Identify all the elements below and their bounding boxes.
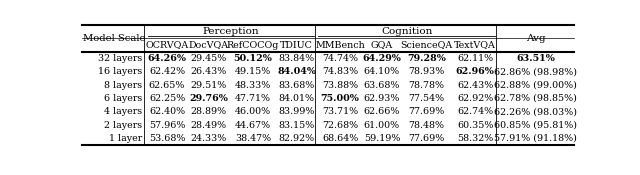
Text: MMBench: MMBench [315, 41, 365, 50]
Text: 77.54%: 77.54% [408, 94, 445, 103]
Text: OCRVQA: OCRVQA [145, 41, 189, 50]
Text: TDIUC: TDIUC [280, 41, 313, 50]
Text: 28.49%: 28.49% [191, 121, 227, 130]
Text: 78.78%: 78.78% [408, 80, 444, 90]
Text: 78.48%: 78.48% [408, 121, 444, 130]
Text: 2 layers: 2 layers [104, 121, 142, 130]
Text: 28.89%: 28.89% [191, 107, 227, 116]
Text: 62.78% (98.85%): 62.78% (98.85%) [494, 94, 577, 103]
Text: 77.69%: 77.69% [408, 134, 445, 143]
Text: GQA: GQA [371, 41, 393, 50]
Text: 62.65%: 62.65% [149, 80, 185, 90]
Text: 62.88% (99.00%): 62.88% (99.00%) [494, 80, 577, 90]
Text: 79.28%: 79.28% [407, 54, 446, 63]
Text: 64.10%: 64.10% [364, 67, 400, 76]
Text: 73.71%: 73.71% [322, 107, 358, 116]
Text: 4 layers: 4 layers [104, 107, 142, 116]
Text: Avg: Avg [525, 34, 545, 43]
Text: 62.40%: 62.40% [149, 107, 185, 116]
Text: 72.68%: 72.68% [322, 121, 358, 130]
Text: 82.92%: 82.92% [278, 134, 315, 143]
Text: 83.68%: 83.68% [278, 80, 315, 90]
Text: DocVQA: DocVQA [189, 41, 228, 50]
Text: 62.96%: 62.96% [456, 67, 495, 76]
Text: 38.47%: 38.47% [235, 134, 271, 143]
Text: 83.99%: 83.99% [278, 107, 315, 116]
Text: TextVQA: TextVQA [454, 41, 496, 50]
Text: 62.92%: 62.92% [457, 94, 493, 103]
Text: 8 layers: 8 layers [104, 80, 142, 90]
Text: 63.68%: 63.68% [364, 80, 400, 90]
Text: 74.74%: 74.74% [322, 54, 358, 63]
Text: 77.69%: 77.69% [408, 107, 445, 116]
Text: 62.74%: 62.74% [457, 107, 493, 116]
Text: 48.33%: 48.33% [235, 80, 271, 90]
Text: 49.15%: 49.15% [235, 67, 271, 76]
Text: RefCOCOg: RefCOCOg [227, 41, 279, 50]
Text: 75.00%: 75.00% [321, 94, 360, 103]
Text: Perception: Perception [202, 27, 259, 36]
Text: Model Scale: Model Scale [83, 34, 145, 43]
Text: 63.51%: 63.51% [516, 54, 555, 63]
Text: 1 layer: 1 layer [109, 134, 142, 143]
Text: 29.51%: 29.51% [191, 80, 227, 90]
Text: 44.67%: 44.67% [235, 121, 271, 130]
Text: 62.26% (98.03%): 62.26% (98.03%) [494, 107, 577, 116]
Text: 62.86% (98.98%): 62.86% (98.98%) [494, 67, 577, 76]
Text: 47.71%: 47.71% [235, 94, 271, 103]
Text: 60.35%: 60.35% [457, 121, 493, 130]
Text: 83.15%: 83.15% [278, 121, 315, 130]
Text: 74.83%: 74.83% [322, 67, 358, 76]
Text: 16 layers: 16 layers [97, 67, 142, 76]
Text: 60.85% (95.81%): 60.85% (95.81%) [494, 121, 577, 130]
Text: ScienceQA: ScienceQA [401, 41, 452, 50]
Text: 50.12%: 50.12% [234, 54, 273, 63]
Text: 62.25%: 62.25% [149, 94, 185, 103]
Text: 6 layers: 6 layers [104, 94, 142, 103]
Text: Cognition: Cognition [381, 27, 432, 36]
Text: 29.45%: 29.45% [191, 54, 227, 63]
Text: 46.00%: 46.00% [235, 107, 271, 116]
Text: 84.01%: 84.01% [278, 94, 315, 103]
Text: 64.26%: 64.26% [147, 54, 186, 63]
Text: 53.68%: 53.68% [149, 134, 185, 143]
Text: 78.93%: 78.93% [408, 67, 445, 76]
Text: 73.88%: 73.88% [322, 80, 358, 90]
Text: 29.76%: 29.76% [189, 94, 228, 103]
Text: 32 layers: 32 layers [97, 54, 142, 63]
Text: 68.64%: 68.64% [322, 134, 358, 143]
Text: 64.29%: 64.29% [362, 54, 401, 63]
Text: 84.04%: 84.04% [277, 67, 316, 76]
Text: 62.11%: 62.11% [457, 54, 493, 63]
Text: 57.91% (91.18%): 57.91% (91.18%) [494, 134, 577, 143]
Text: 83.84%: 83.84% [278, 54, 315, 63]
Text: 62.93%: 62.93% [364, 94, 400, 103]
Text: 26.43%: 26.43% [191, 67, 227, 76]
Text: 59.19%: 59.19% [364, 134, 400, 143]
Text: 62.42%: 62.42% [149, 67, 185, 76]
Text: 61.00%: 61.00% [364, 121, 400, 130]
Text: 24.33%: 24.33% [191, 134, 227, 143]
Text: 58.32%: 58.32% [457, 134, 493, 143]
Text: 57.96%: 57.96% [149, 121, 185, 130]
Text: 62.43%: 62.43% [457, 80, 493, 90]
Text: 62.66%: 62.66% [364, 107, 400, 116]
